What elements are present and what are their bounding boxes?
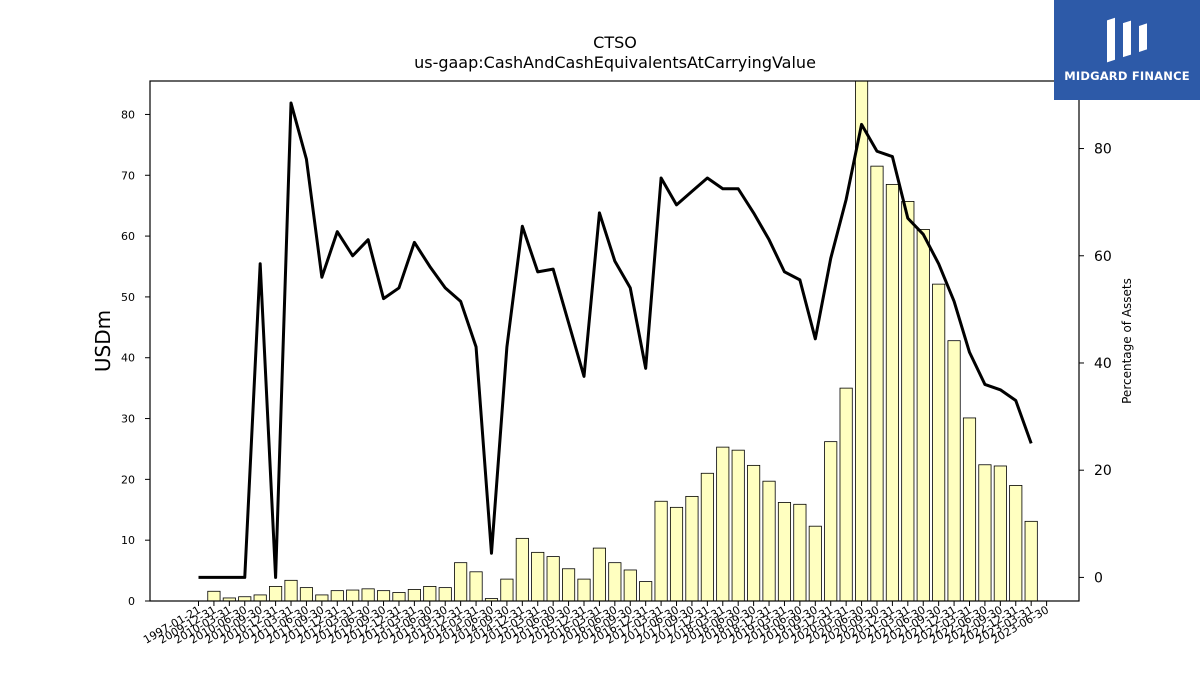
y-tick-label: 30 <box>121 413 135 426</box>
y-axis-right: 0 20 40 60 80 <box>1079 142 1112 586</box>
y2-tick-label: 0 <box>1094 570 1103 586</box>
bar-2019-06-30 <box>793 503 807 601</box>
bar-2013-06-30 <box>423 586 437 601</box>
bar-2013-03-31 <box>407 589 421 601</box>
bar-2019-03-31 <box>777 502 792 601</box>
bar-2021-06-30 <box>916 228 930 601</box>
bar-2022-06-30 <box>978 464 992 601</box>
brand-logo: MIDGARD FINANCE <box>1054 0 1200 100</box>
bar-2014-03-31 <box>469 571 483 601</box>
y-tick-label: 0 <box>128 595 135 608</box>
y-tick-label: 10 <box>121 534 135 547</box>
bars-layer <box>207 81 1038 601</box>
bar-2012-12-31 <box>392 592 406 601</box>
y-tick-label: 40 <box>121 352 135 365</box>
bar-2016-06-30 <box>608 562 622 601</box>
bar-2015-12-31 <box>577 578 591 601</box>
bar-2020-03-31 <box>839 387 853 601</box>
bar-2017-09-30 <box>685 495 699 601</box>
bar-2011-12-31 <box>330 590 344 601</box>
bar-2022-09-30 <box>993 465 1007 601</box>
bar-2011-03-31 <box>284 579 298 601</box>
y2-tick-label: 40 <box>1094 356 1112 372</box>
midgard-logo-icon <box>1107 17 1147 63</box>
y-tick-label: 50 <box>121 291 135 304</box>
bar-2012-09-30 <box>376 590 391 601</box>
y-tick-label: 60 <box>121 230 135 243</box>
y2-tick-label: 60 <box>1094 249 1112 265</box>
bar-2010-09-30 <box>253 594 267 601</box>
bar-2018-09-30 <box>747 464 761 601</box>
bar-2016-09-30 <box>623 569 637 601</box>
y-tick-label: 80 <box>121 108 135 121</box>
bar-2013-09-30 <box>438 587 452 601</box>
y2-tick-label: 80 <box>1094 142 1112 158</box>
bar-2021-09-30 <box>932 283 946 601</box>
bar-2019-12-31 <box>824 441 838 601</box>
bar-2011-06-30 <box>299 587 313 601</box>
bar-2015-06-30 <box>546 556 560 601</box>
bar-2020-09-30 <box>870 165 884 601</box>
bar-2017-06-30 <box>669 506 684 601</box>
bar-2016-03-31 <box>592 547 606 601</box>
x-axis: 1997-01-212009-12-312010-03-312010-06-30… <box>141 601 1051 647</box>
bar-2022-03-31 <box>962 417 977 601</box>
bar-2018-12-31 <box>762 480 776 601</box>
y-tick-label: 20 <box>121 473 135 486</box>
series-line-percentage-of-assets <box>198 101 1033 579</box>
bar-2014-06-30 <box>484 598 499 601</box>
bar-2015-03-31 <box>531 551 545 601</box>
bar-2012-03-31 <box>346 589 360 601</box>
bar-2019-09-30 <box>808 525 822 601</box>
bar-2017-03-31 <box>654 500 668 601</box>
line-layer <box>198 101 1033 579</box>
bar-2010-03-31 <box>222 597 236 601</box>
bar-2018-03-31 <box>716 446 730 601</box>
chart-title: CTSO <box>593 33 637 52</box>
bar-2020-06-30 <box>855 81 869 601</box>
bar-2012-06-30 <box>361 588 375 601</box>
chart-subtitle: us-gaap:CashAndCashEquivalentsAtCarrying… <box>414 53 816 72</box>
bar-2014-12-31 <box>515 537 529 601</box>
bar-2009-12-31 <box>207 590 221 601</box>
y-tick-label: 70 <box>121 169 135 182</box>
y2-tick-label: 20 <box>1094 463 1112 479</box>
bar-2015-09-30 <box>562 568 576 601</box>
bar-2018-06-30 <box>731 449 745 601</box>
bar-2010-12-31 <box>269 586 283 601</box>
bar-2023-03-31 <box>1024 520 1038 601</box>
bar-2013-12-31 <box>454 562 468 601</box>
bar-2011-09-30 <box>315 594 329 601</box>
bar-2021-03-31 <box>901 201 915 601</box>
y-axis-label: USDm <box>91 310 115 372</box>
y-axis-left: 0 10 20 30 40 50 60 70 80 <box>121 108 150 608</box>
brand-name: MIDGARD FINANCE <box>1064 69 1190 83</box>
y2-axis-label: Percentage of Assets <box>1120 278 1134 404</box>
bar-2020-12-31 <box>885 183 899 601</box>
bar-2022-12-31 <box>1009 485 1023 601</box>
bar-2014-09-30 <box>500 578 514 601</box>
bar-2017-12-31 <box>700 472 714 601</box>
bar-2016-12-31 <box>639 581 653 601</box>
bar-2021-12-31 <box>947 340 961 601</box>
bar-2010-06-30 <box>238 596 252 601</box>
